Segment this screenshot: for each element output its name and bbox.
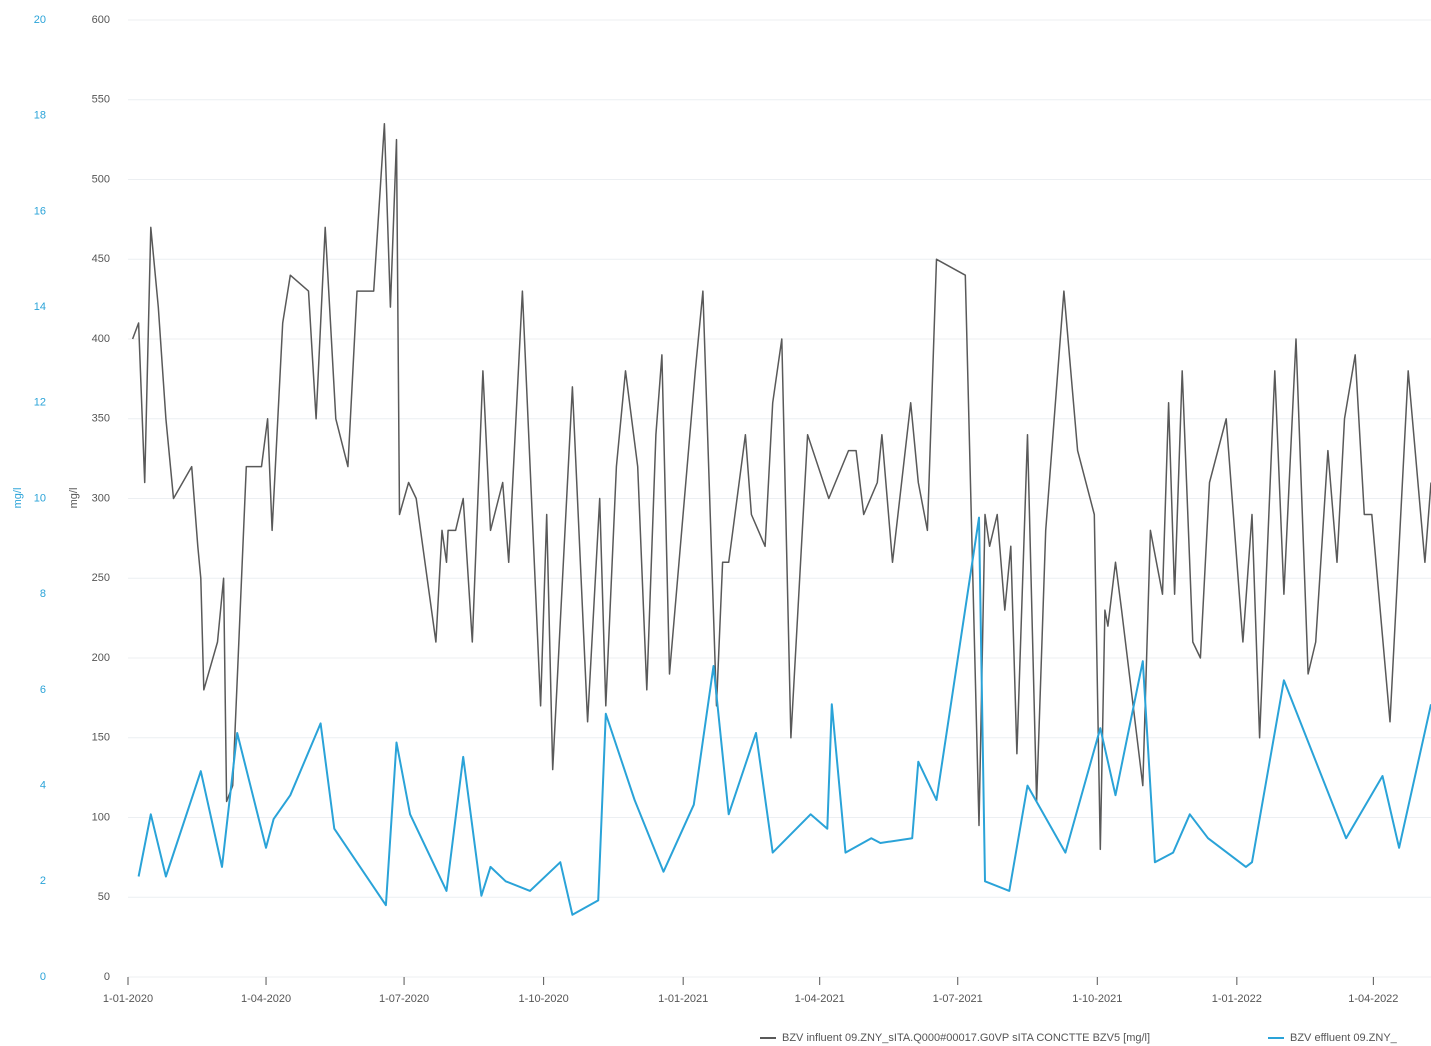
y2-tick-label: 6 (40, 684, 46, 696)
y-tick-label: 600 (92, 14, 110, 26)
y-tick-label: 500 (92, 173, 110, 185)
y2-tick-label: 20 (34, 14, 46, 26)
x-tick-label: 1-07-2021 (933, 993, 983, 1005)
x-tick-label: 1-01-2021 (658, 993, 708, 1005)
y2-tick-label: 2 (40, 875, 46, 887)
y2-tick-label: 8 (40, 588, 46, 600)
x-tick-label: 1-04-2020 (241, 993, 291, 1005)
y-tick-label: 400 (92, 333, 110, 345)
y2-tick-label: 10 (34, 492, 46, 504)
y-tick-label: 450 (92, 253, 110, 265)
y2-tick-label: 16 (34, 205, 46, 217)
series-line (131, 122, 1431, 851)
y-tick-label: 100 (92, 811, 110, 823)
y-tick-label: 150 (92, 732, 110, 744)
y-tick-label: 200 (92, 652, 110, 664)
x-tick-label: 1-01-2020 (103, 993, 153, 1005)
y2-tick-label: 18 (34, 110, 46, 122)
legend-label: BZV influent 09.ZNY_sITA.Q000#00017.G0VP… (782, 1032, 1150, 1044)
y-tick-label: 50 (98, 891, 110, 903)
x-tick-label: 1-04-2021 (795, 993, 845, 1005)
y2-tick-label: 0 (40, 971, 46, 983)
y-axis-title: mg/l (68, 488, 80, 509)
x-tick-label: 1-01-2022 (1212, 993, 1262, 1005)
y2-axis-title: mg/l (12, 488, 24, 509)
y2-tick-label: 12 (34, 397, 46, 409)
y-tick-label: 250 (92, 572, 110, 584)
y-tick-label: 350 (92, 413, 110, 425)
y-tick-label: 0 (104, 971, 110, 983)
y-tick-label: 550 (92, 94, 110, 106)
x-tick-label: 1-04-2022 (1348, 993, 1398, 1005)
series-line (137, 516, 1431, 916)
x-tick-label: 1-07-2020 (379, 993, 429, 1005)
x-tick-label: 1-10-2021 (1072, 993, 1122, 1005)
legend-label: BZV effluent 09.ZNY_ (1290, 1032, 1398, 1044)
x-tick-label: 1-10-2020 (519, 993, 569, 1005)
y-tick-label: 300 (92, 492, 110, 504)
y2-tick-label: 4 (40, 780, 46, 792)
y2-tick-label: 14 (34, 301, 46, 313)
